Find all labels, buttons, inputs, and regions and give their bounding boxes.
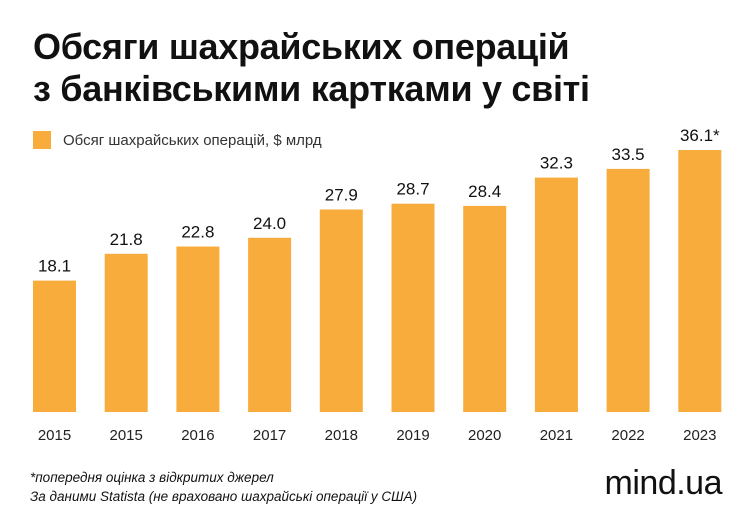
legend-swatch	[33, 131, 51, 149]
x-tick-label-8: 2022	[611, 427, 644, 444]
x-tick-label-6: 2020	[468, 427, 501, 444]
bar-9	[678, 150, 722, 412]
x-tick-label-4: 2018	[325, 427, 358, 444]
footnote-estimate: *попередня оцінка з відкритих джерел	[30, 470, 274, 485]
x-tick-label-0: 2015	[38, 427, 71, 444]
bar-value-label-1: 21.8	[110, 230, 143, 249]
bar-5	[391, 203, 435, 412]
bar-value-label-0: 18.1	[38, 257, 71, 276]
bar-value-label-6: 28.4	[468, 182, 501, 201]
bar-value-label-7: 32.3	[540, 154, 573, 173]
bar-0	[33, 280, 76, 412]
bar-4	[319, 209, 363, 412]
bar-chart: 18.1 2015 21.8 2015 22.8 2016 24.0 2017 27.9 2018…	[33, 126, 722, 444]
bar-value-label-5: 28.7	[396, 180, 429, 199]
bar-value-label-4: 27.9	[325, 186, 358, 205]
chart-title-line-2: з банківськими картками у світі	[33, 68, 590, 109]
bar-value-label-8: 33.5	[612, 145, 645, 164]
bar-1	[104, 253, 148, 412]
legend-label: Обсяг шахрайських операцій, $ млрд	[63, 131, 322, 149]
bar-8	[606, 168, 650, 412]
chart-title-line-1: Обсяги шахрайських операцій	[33, 26, 570, 67]
bar-value-label-2: 22.8	[181, 223, 214, 242]
x-tick-label-9: 2023	[683, 427, 716, 444]
x-tick-label-3: 2017	[253, 427, 286, 444]
legend: Обсяг шахрайських операцій, $ млрд	[33, 130, 322, 150]
x-tick-label-2: 2016	[181, 427, 214, 444]
x-tick-label-7: 2021	[540, 427, 573, 444]
bar-3	[248, 237, 292, 412]
bar-value-label-3: 24.0	[253, 214, 286, 233]
chart-title: Обсяги шахрайських операцій з банківськи…	[33, 26, 733, 110]
bar-value-label-9: 36.1*	[680, 126, 720, 145]
x-tick-label-1: 2015	[110, 427, 143, 444]
bar-6	[463, 205, 507, 412]
bar-2	[176, 246, 220, 412]
brand-logo: mind.ua	[604, 464, 723, 502]
bar-7	[534, 177, 578, 412]
x-tick-label-5: 2019	[396, 427, 429, 444]
footnote-source: За даними Statista (не враховано шахрайс…	[30, 489, 418, 504]
